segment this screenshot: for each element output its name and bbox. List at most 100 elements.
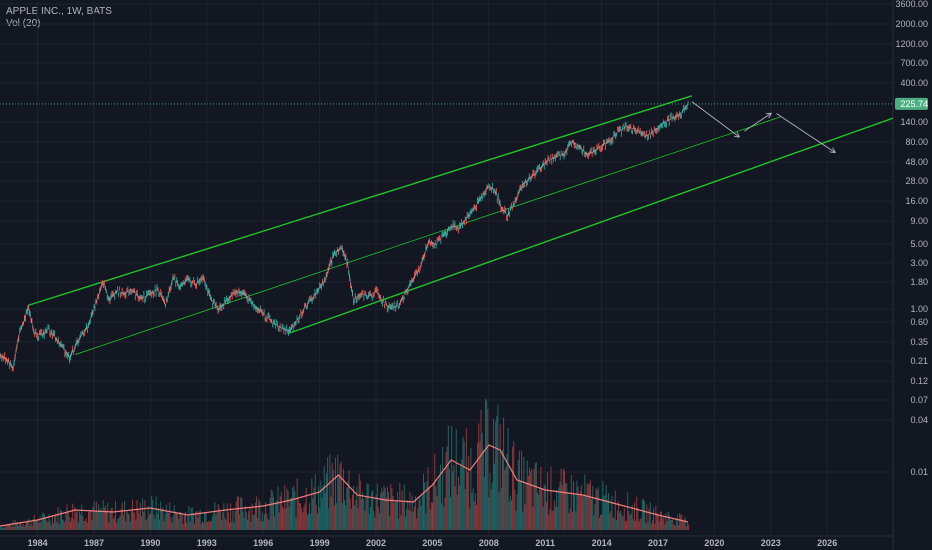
volume-bar xyxy=(155,496,157,530)
volume-bar xyxy=(179,511,181,530)
volume-bar xyxy=(106,511,108,530)
volume-bar xyxy=(438,475,440,530)
volume-bar xyxy=(175,513,177,530)
volume-pane xyxy=(0,398,690,530)
volume-bar xyxy=(436,495,438,530)
volume-bar xyxy=(401,490,403,530)
volume-bar xyxy=(539,487,541,530)
volume-bar xyxy=(579,491,581,530)
price-axis[interactable]: 3600.00 2000.00 1200.00 700.00 400.00 140.00 8… xyxy=(895,0,928,477)
volume-bar xyxy=(552,510,554,530)
volume-bar xyxy=(518,451,520,530)
volume-bar xyxy=(198,511,200,530)
volume-bar xyxy=(63,520,65,530)
volume-bar xyxy=(135,519,137,530)
projection-arrow xyxy=(691,101,739,137)
volume-bar xyxy=(406,509,408,530)
volume-bar xyxy=(453,464,455,530)
volume-bar xyxy=(444,497,446,530)
volume-bar xyxy=(348,470,350,530)
volume-bar xyxy=(646,504,648,530)
volume-bar xyxy=(445,452,447,530)
volume-bar xyxy=(322,485,324,530)
volume-bar xyxy=(323,466,325,530)
volume-bar xyxy=(128,514,130,530)
volume-bar xyxy=(522,511,524,530)
time-axis[interactable]: 1984 1987 1990 1993 1996 1999 2002 2005 2008 2011… xyxy=(28,538,838,548)
volume-bar xyxy=(260,521,262,530)
volume-bar xyxy=(365,496,367,530)
volume-bar xyxy=(680,514,682,530)
volume-bar xyxy=(236,495,238,530)
volume-bar xyxy=(394,501,396,530)
volume-bar xyxy=(367,484,369,530)
volume-bar xyxy=(505,466,507,530)
volume-bar xyxy=(331,462,333,530)
volume-bar xyxy=(217,504,219,530)
volume-bar xyxy=(283,508,285,530)
projection-arrow xyxy=(744,114,770,132)
volume-bar xyxy=(191,507,193,530)
volume-bar xyxy=(41,513,43,530)
volume-bar xyxy=(446,446,448,530)
volume-bar xyxy=(472,488,474,530)
volume-bar xyxy=(480,409,482,530)
volume-bar xyxy=(222,512,224,530)
volume-bar xyxy=(2,525,4,530)
volume-bar xyxy=(1,527,3,530)
volume-bar xyxy=(209,521,211,530)
price-tick-label: 3.00 xyxy=(910,258,928,268)
volume-bar xyxy=(278,512,280,530)
volume-bar xyxy=(168,512,170,530)
volume-bar xyxy=(347,481,349,530)
volume-bar xyxy=(241,497,243,530)
volume-bar xyxy=(661,511,663,530)
volume-bar xyxy=(549,508,551,530)
volume-bar xyxy=(319,507,321,530)
volume-bar xyxy=(416,518,418,530)
volume-bar xyxy=(685,526,687,530)
volume-bar xyxy=(287,490,289,530)
volume-bar xyxy=(425,513,427,530)
volume-bar xyxy=(557,506,559,530)
volume-bar xyxy=(565,482,567,530)
volume-bar xyxy=(244,505,246,530)
volume-bar xyxy=(538,494,540,530)
volume-bar xyxy=(389,515,391,530)
volume-bar xyxy=(312,498,314,530)
volume-bar xyxy=(154,518,156,530)
volume-bar xyxy=(536,492,538,530)
volume-bar xyxy=(364,510,366,530)
price-tick-label: 16.00 xyxy=(905,196,928,206)
volume-bar xyxy=(412,511,414,530)
volume-bar xyxy=(515,511,517,530)
volume-bar xyxy=(103,507,105,530)
volume-bar xyxy=(10,523,12,530)
volume-bar xyxy=(360,499,362,530)
volume-bar xyxy=(127,512,129,530)
volume-bar xyxy=(556,490,558,530)
volume-bar xyxy=(617,510,619,530)
volume-bar xyxy=(259,501,261,530)
volume-bar xyxy=(262,521,264,530)
price-tick-label: 0.04 xyxy=(910,415,928,425)
volume-bar xyxy=(492,419,494,530)
volume-bar xyxy=(491,482,493,530)
volume-bar xyxy=(108,522,110,530)
volume-bar xyxy=(87,512,89,530)
volume-bar xyxy=(553,500,555,530)
volume-bar xyxy=(78,511,80,530)
volume-bar xyxy=(667,511,669,530)
volume-bar xyxy=(676,514,678,530)
volume-bar xyxy=(407,499,409,530)
volume-bar xyxy=(497,404,499,530)
volume-bar xyxy=(159,519,161,530)
volume-bar xyxy=(541,489,543,530)
volume-bar xyxy=(662,518,664,530)
chart-title: APPLE INC., 1W, BATS xyxy=(6,6,112,17)
volume-bar xyxy=(656,512,658,530)
volume-bar xyxy=(500,487,502,530)
volume-bar xyxy=(130,511,132,530)
volume-bar xyxy=(647,522,649,530)
